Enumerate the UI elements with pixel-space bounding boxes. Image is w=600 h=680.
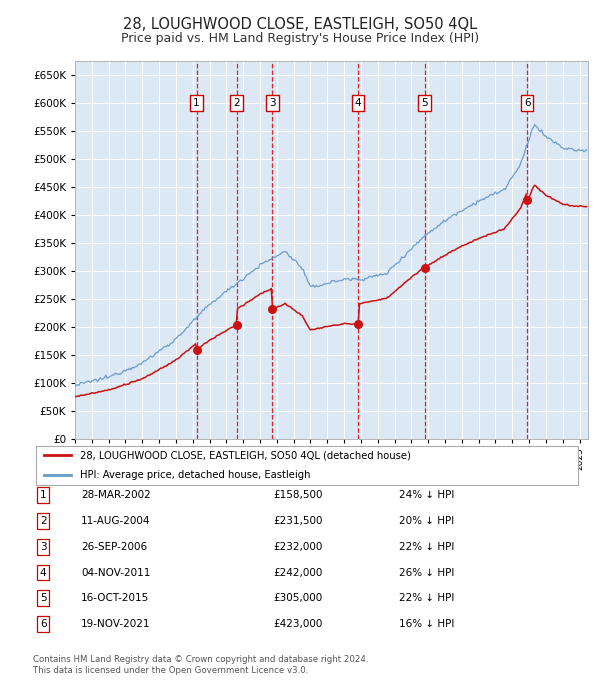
Text: 11-AUG-2004: 11-AUG-2004 (81, 516, 151, 526)
Text: 3: 3 (269, 98, 275, 108)
Text: 6: 6 (524, 98, 530, 108)
Text: HPI: Average price, detached house, Eastleigh: HPI: Average price, detached house, East… (80, 470, 310, 480)
Text: Contains HM Land Registry data © Crown copyright and database right 2024.
This d: Contains HM Land Registry data © Crown c… (33, 655, 368, 675)
Text: 4: 4 (355, 98, 362, 108)
Text: £231,500: £231,500 (273, 516, 323, 526)
Text: 28, LOUGHWOOD CLOSE, EASTLEIGH, SO50 4QL (detached house): 28, LOUGHWOOD CLOSE, EASTLEIGH, SO50 4QL… (80, 450, 410, 460)
Text: £423,000: £423,000 (273, 619, 322, 629)
Text: 2: 2 (233, 98, 240, 108)
Text: 2: 2 (40, 516, 47, 526)
Text: £305,000: £305,000 (273, 594, 322, 603)
Text: 28-MAR-2002: 28-MAR-2002 (81, 490, 151, 500)
Text: £242,000: £242,000 (273, 568, 322, 577)
Text: Price paid vs. HM Land Registry's House Price Index (HPI): Price paid vs. HM Land Registry's House … (121, 32, 479, 45)
Text: 5: 5 (421, 98, 428, 108)
Text: 28, LOUGHWOOD CLOSE, EASTLEIGH, SO50 4QL: 28, LOUGHWOOD CLOSE, EASTLEIGH, SO50 4QL (123, 17, 477, 32)
Text: 22% ↓ HPI: 22% ↓ HPI (399, 594, 454, 603)
Text: 22% ↓ HPI: 22% ↓ HPI (399, 542, 454, 551)
Text: 1: 1 (40, 490, 47, 500)
Text: £232,000: £232,000 (273, 542, 322, 551)
Text: 4: 4 (40, 568, 47, 577)
Text: 16-OCT-2015: 16-OCT-2015 (81, 594, 149, 603)
Text: 24% ↓ HPI: 24% ↓ HPI (399, 490, 454, 500)
Text: 6: 6 (40, 619, 47, 629)
Text: 26-SEP-2006: 26-SEP-2006 (81, 542, 147, 551)
Text: 3: 3 (40, 542, 47, 551)
Text: 26% ↓ HPI: 26% ↓ HPI (399, 568, 454, 577)
Text: 16% ↓ HPI: 16% ↓ HPI (399, 619, 454, 629)
Text: 20% ↓ HPI: 20% ↓ HPI (399, 516, 454, 526)
Text: 5: 5 (40, 594, 47, 603)
FancyBboxPatch shape (36, 445, 578, 485)
Text: £158,500: £158,500 (273, 490, 323, 500)
Text: 19-NOV-2021: 19-NOV-2021 (81, 619, 151, 629)
Text: 1: 1 (193, 98, 200, 108)
Text: 04-NOV-2011: 04-NOV-2011 (81, 568, 151, 577)
